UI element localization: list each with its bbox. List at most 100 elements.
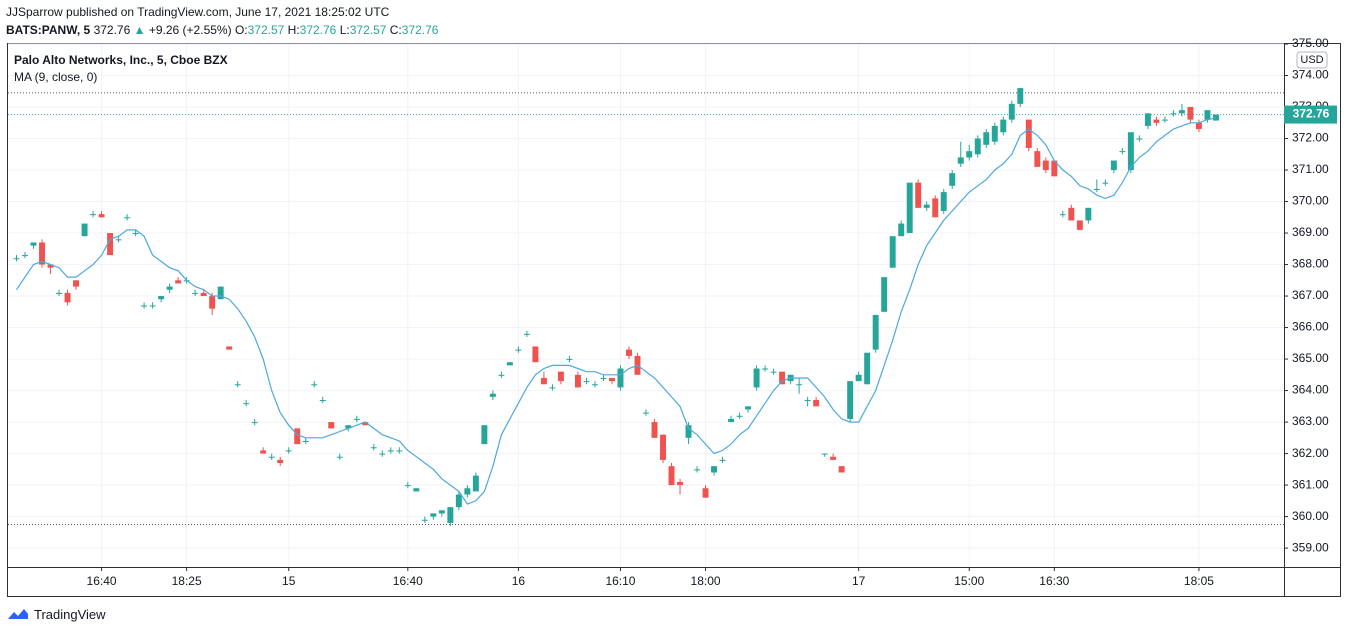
candle-body xyxy=(226,346,233,350)
candle-body xyxy=(1085,207,1092,221)
x-tick-label: 18:00 xyxy=(691,574,721,588)
candle-body xyxy=(660,434,666,460)
y-tick-label: 359.00 xyxy=(1292,540,1329,554)
x-tick-label: 18:25 xyxy=(172,574,202,588)
candle-body xyxy=(1144,113,1151,126)
candle-body xyxy=(1212,114,1219,121)
candle-body xyxy=(1119,151,1126,153)
candle-body xyxy=(421,519,428,521)
o-label: O: xyxy=(234,23,248,37)
candle-body xyxy=(362,422,369,426)
y-tick-label: 367.00 xyxy=(1292,288,1329,302)
candle-body xyxy=(64,292,71,303)
candle-body xyxy=(311,384,318,386)
candle-body xyxy=(957,157,964,164)
candle-body xyxy=(1204,110,1211,120)
candle-body xyxy=(1000,119,1007,133)
y-tick-label: 361.00 xyxy=(1292,477,1329,491)
candle-body xyxy=(1034,151,1041,167)
candle-body xyxy=(1170,113,1177,115)
candle-body xyxy=(56,292,63,294)
candle-body xyxy=(268,456,275,458)
y-tick-label: 369.00 xyxy=(1292,225,1329,239)
chart-frame xyxy=(7,43,1341,597)
h: 372.76 xyxy=(299,23,337,37)
candle-body xyxy=(898,223,905,237)
x-tick-label: 16:10 xyxy=(605,574,635,588)
candle-body xyxy=(745,406,752,410)
y-tick-label: 372.00 xyxy=(1292,131,1329,145)
candle-body xyxy=(1025,119,1032,148)
candle-body xyxy=(736,415,743,417)
candle-body xyxy=(438,510,445,514)
candle-body xyxy=(200,292,207,297)
candle-body xyxy=(608,377,615,382)
currency-badge xyxy=(1296,51,1328,69)
candle-body xyxy=(668,466,675,486)
candle-body xyxy=(540,377,547,385)
candle-body xyxy=(991,125,998,142)
candle-body xyxy=(251,422,258,424)
candle-body xyxy=(404,485,411,487)
candle-body xyxy=(949,173,956,186)
candle-body xyxy=(643,412,649,414)
candle-body xyxy=(1051,160,1058,177)
candle-body xyxy=(158,296,165,300)
candle-body xyxy=(149,305,156,307)
candle-body xyxy=(1136,138,1143,140)
y-tick-label: 365.00 xyxy=(1292,351,1329,365)
l: 372.57 xyxy=(349,23,387,37)
y-tick-label: 370.00 xyxy=(1292,194,1329,208)
candle-body xyxy=(430,513,437,517)
candle-body xyxy=(1178,110,1185,114)
candle-body xyxy=(345,425,352,429)
l-label: L: xyxy=(339,23,350,37)
candle-body xyxy=(243,403,250,405)
candle-body xyxy=(1195,122,1202,130)
candle-body xyxy=(770,371,777,373)
candle-body xyxy=(107,233,114,256)
candle-body xyxy=(175,280,182,284)
candle-body xyxy=(13,258,20,260)
candle-body xyxy=(719,459,726,461)
candle-body xyxy=(328,422,335,429)
candle-body xyxy=(22,255,28,257)
candle-body xyxy=(81,223,88,237)
candle-body xyxy=(73,280,80,287)
candle-body xyxy=(702,488,709,498)
symbol: BATS:PANW, 5 xyxy=(6,23,91,37)
candle-body xyxy=(30,242,37,246)
change: +9.26 (+2.55%) xyxy=(148,23,232,37)
x-tick-label: 16:40 xyxy=(87,574,117,588)
candle-body xyxy=(932,198,939,218)
candle-body xyxy=(1017,88,1024,104)
candle-body xyxy=(728,418,735,423)
candle-body xyxy=(285,450,292,452)
o: 372.57 xyxy=(247,23,285,37)
candle-body xyxy=(353,418,360,420)
candle-body xyxy=(192,292,199,294)
candle-body xyxy=(506,362,513,366)
ma-line xyxy=(16,117,1217,505)
candle-body xyxy=(455,494,462,508)
brand: TradingView xyxy=(34,606,106,622)
candle-body xyxy=(1068,207,1075,221)
y-tick-label: 375.00 xyxy=(1292,36,1329,50)
candle-body xyxy=(124,217,131,219)
candle-body xyxy=(141,305,148,307)
indicator-legend: MA (9, close, 0) xyxy=(14,70,97,84)
candle-body xyxy=(864,352,871,385)
publisher-line: JJSparrow published on TradingView.com, … xyxy=(6,5,390,19)
candle-body xyxy=(98,214,105,218)
candle-body xyxy=(1102,182,1109,184)
candle-body xyxy=(302,440,309,442)
candle-body xyxy=(549,387,556,389)
brand-logo xyxy=(8,609,28,619)
footer: TradingView xyxy=(6,606,106,622)
candle-body xyxy=(626,349,632,356)
candle-body xyxy=(515,349,522,351)
candle-body xyxy=(1008,103,1015,120)
candle-body xyxy=(209,296,216,309)
y-tick-label: 368.00 xyxy=(1292,257,1329,271)
